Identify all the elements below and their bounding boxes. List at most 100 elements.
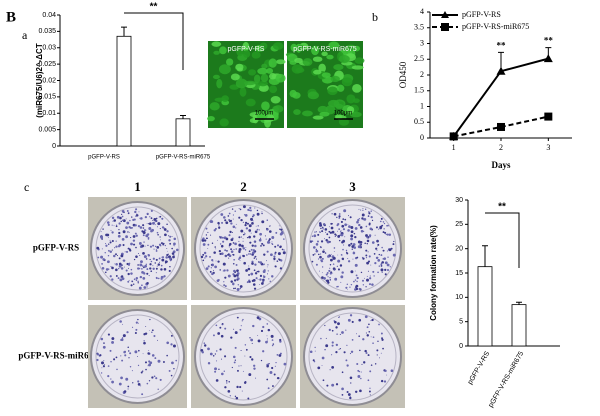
colony <box>383 257 387 260</box>
colony <box>152 267 155 270</box>
colony <box>116 215 120 219</box>
colony <box>325 337 327 339</box>
colony <box>381 338 384 341</box>
colony <box>253 364 256 367</box>
cell <box>239 87 247 97</box>
colony <box>152 219 154 221</box>
colony <box>118 264 122 268</box>
colony <box>379 220 382 223</box>
colony <box>384 268 387 271</box>
colony <box>341 331 344 334</box>
colony <box>134 224 137 227</box>
colony <box>218 225 220 228</box>
colony <box>238 250 241 254</box>
colony <box>356 362 359 366</box>
colony <box>234 359 237 361</box>
colony <box>144 245 146 247</box>
colony <box>168 239 171 242</box>
colony <box>107 249 110 252</box>
colony <box>137 318 139 321</box>
dish-inner <box>308 204 397 293</box>
colony <box>215 379 219 382</box>
colony <box>324 238 325 240</box>
colony <box>220 213 224 216</box>
colony <box>167 250 169 252</box>
colony <box>315 263 318 266</box>
colony <box>373 253 376 255</box>
colony <box>129 352 132 355</box>
colony <box>258 261 260 263</box>
colony <box>155 267 158 270</box>
colony <box>363 277 365 279</box>
colony <box>173 368 175 370</box>
dish-inner <box>308 312 397 401</box>
colony <box>159 261 161 263</box>
colony <box>269 253 273 257</box>
colony <box>372 336 375 338</box>
colony <box>320 227 322 230</box>
colony <box>205 237 208 240</box>
colony <box>343 209 347 213</box>
colony <box>344 236 346 238</box>
colony <box>259 284 260 286</box>
colony <box>220 334 224 338</box>
colony <box>217 332 221 335</box>
colony <box>267 264 269 266</box>
colony <box>259 274 263 277</box>
colony <box>320 253 322 255</box>
colony <box>164 233 167 237</box>
colony <box>354 390 358 394</box>
colony <box>347 229 350 232</box>
y-tick-label: 25 <box>455 221 463 228</box>
colony <box>214 367 218 371</box>
colony <box>354 263 358 267</box>
colony <box>154 262 156 264</box>
colony <box>242 254 245 258</box>
cell <box>292 91 301 99</box>
colony <box>248 280 251 283</box>
colony <box>369 275 371 277</box>
dish-inner <box>199 204 288 293</box>
y-tick-label: 3.5 <box>414 23 424 32</box>
colony <box>275 361 277 364</box>
colony <box>254 272 258 275</box>
colony <box>347 215 349 217</box>
colony <box>341 371 344 374</box>
colony <box>227 215 230 217</box>
colony <box>137 281 139 283</box>
colony <box>124 354 127 357</box>
colony <box>111 337 115 341</box>
colony <box>147 237 150 239</box>
colony <box>159 215 162 218</box>
colony <box>251 358 254 361</box>
cell <box>296 45 306 52</box>
colony <box>133 243 136 246</box>
cell <box>236 67 243 72</box>
colony <box>368 255 371 258</box>
colony <box>226 250 228 252</box>
colony <box>388 248 389 250</box>
colony <box>351 320 354 324</box>
colony <box>128 357 130 359</box>
colony <box>154 357 157 360</box>
colony <box>253 257 256 259</box>
colony <box>248 209 251 212</box>
colony <box>250 248 253 251</box>
colony <box>361 213 365 217</box>
colony <box>100 337 104 341</box>
colony <box>381 271 383 273</box>
legend-label: pGFP-V-RS-miR675 <box>462 22 529 31</box>
cell <box>230 73 240 81</box>
colony <box>102 365 106 368</box>
y-tick-label: 2 <box>420 70 424 79</box>
colony <box>138 286 142 290</box>
colony <box>117 234 121 238</box>
colony <box>160 256 162 258</box>
colony <box>143 272 146 275</box>
colony <box>360 377 362 380</box>
colony <box>335 383 339 386</box>
colony <box>239 208 242 211</box>
colony <box>221 323 224 325</box>
y-tick-label: 0.03 <box>42 45 56 52</box>
x-tick-label: 2 <box>499 143 503 152</box>
